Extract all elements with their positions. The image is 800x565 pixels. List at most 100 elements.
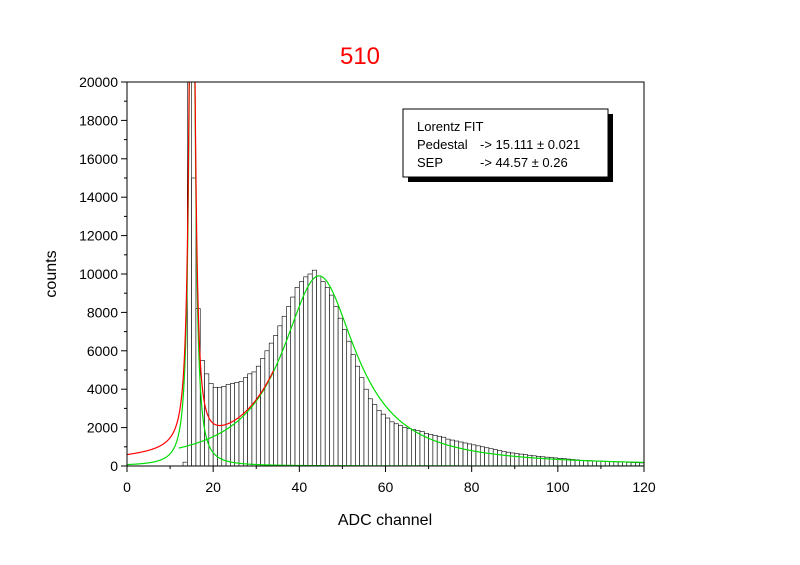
histogram-bar [449,439,455,466]
histogram-bar [320,281,326,466]
histogram-bar [454,440,460,466]
histogram-bar [510,452,516,466]
y-tick-label: 12000 [79,228,118,244]
histogram-bar [243,377,248,466]
histogram-bar [514,453,520,466]
y-tick-label: 14000 [79,189,118,205]
histogram-bar [359,377,365,466]
y-tick-label: 18000 [79,112,118,128]
histogram-bar [299,281,304,466]
histogram-bar [255,365,261,466]
x-tick-label: 0 [123,479,131,495]
y-axis-title: counts [43,250,60,297]
fit-curve-peak-1 [178,275,644,463]
histogram-bar [363,388,369,466]
chart-title: 510 [340,43,380,70]
histogram-bar [268,342,274,466]
histogram-bar [238,381,244,466]
histogram-bar [251,371,257,466]
histogram-bar [505,451,511,466]
histogram-bar [527,454,533,466]
histogram-bar [488,448,494,466]
histogram-bar [462,442,468,466]
legend-pedestal-label: Pedestal [417,137,468,152]
histogram-bar [311,269,317,466]
histogram-bar [367,398,373,466]
histogram-bar [492,449,498,466]
histogram-bar [402,427,408,466]
histogram-bar [208,383,214,466]
histogram-bar [436,435,442,466]
histogram-bar [497,450,503,466]
histogram-bar [204,373,210,466]
histogram-bar [609,461,615,466]
histogram-bar [264,350,270,466]
histogram-bar [260,358,266,466]
y-tick-label: 4000 [87,381,118,397]
histogram-bar [411,429,416,466]
histogram-bar [393,423,399,466]
histogram-bar [191,177,197,466]
x-axis: 0 20 40 60 80 100 120 [123,466,656,495]
histogram-bar [273,335,279,466]
histogram-bar [406,428,412,466]
histogram-bar [467,443,472,466]
histogram-bar [303,276,309,466]
histogram-bar [484,447,490,466]
y-tick-label: 20000 [79,74,118,90]
histogram-bar [337,317,343,466]
histogram-bar [307,273,313,466]
histogram-bar [376,410,382,466]
histogram-bar [187,82,192,466]
histogram-bar [372,404,378,466]
histogram-bar [523,454,528,466]
histogram-bar [342,329,348,466]
x-tick-label: 60 [378,479,394,495]
fit-curve-total [127,82,275,456]
histogram-bar [225,384,231,466]
legend-pedestal-value: -> 15.111 ± 0.021 [480,137,580,152]
histogram-bar [441,436,447,466]
histogram-bar [182,461,188,466]
histogram-bar [415,430,421,466]
y-tick-label: 6000 [87,343,118,359]
histogram-bar [501,451,507,466]
histogram-bar [329,294,335,466]
y-tick-label: 16000 [79,151,118,167]
fit-legend-box: Lorentz FIT Pedestal -> 15.111 ± 0.021 S… [402,108,613,182]
histogram-bar [333,306,339,466]
histogram-bar [277,325,283,466]
histogram-bar [458,441,464,466]
x-tick-label: 120 [632,479,656,495]
histogram-bar [398,425,404,466]
legend-background [402,108,609,178]
histogram-bar [613,461,619,466]
histogram-bar [316,275,322,466]
histogram-bar [380,413,386,466]
y-tick-label: 2000 [87,420,118,436]
x-tick-label: 40 [292,479,308,495]
histogram-bar [234,382,240,466]
histogram-bar [518,453,524,466]
histogram-bar [471,444,477,466]
histogram-bar [475,445,481,466]
legend-sep-label: SEP [417,155,443,170]
x-axis-title: ADC channel [338,512,432,529]
histogram-bar [389,421,395,466]
histogram-bar [324,287,330,466]
histogram-bar [604,461,610,466]
y-tick-label: 8000 [87,304,118,320]
histogram-bar [217,386,223,466]
y-axis: 0 2000 4000 6000 8000 10000 12000 14000 16000 180… [79,74,127,474]
legend-sep-value: -> 44.57 ± 0.26 [480,155,568,170]
histogram-bar [346,340,352,466]
histogram-bar [445,438,451,466]
histogram-bar [247,373,253,466]
y-tick-label: 0 [110,458,118,474]
histogram-bar [350,354,356,466]
y-tick-label: 10000 [79,266,118,282]
histogram-bar [385,417,391,466]
x-tick-label: 100 [546,479,570,495]
histogram-bar [479,446,485,466]
